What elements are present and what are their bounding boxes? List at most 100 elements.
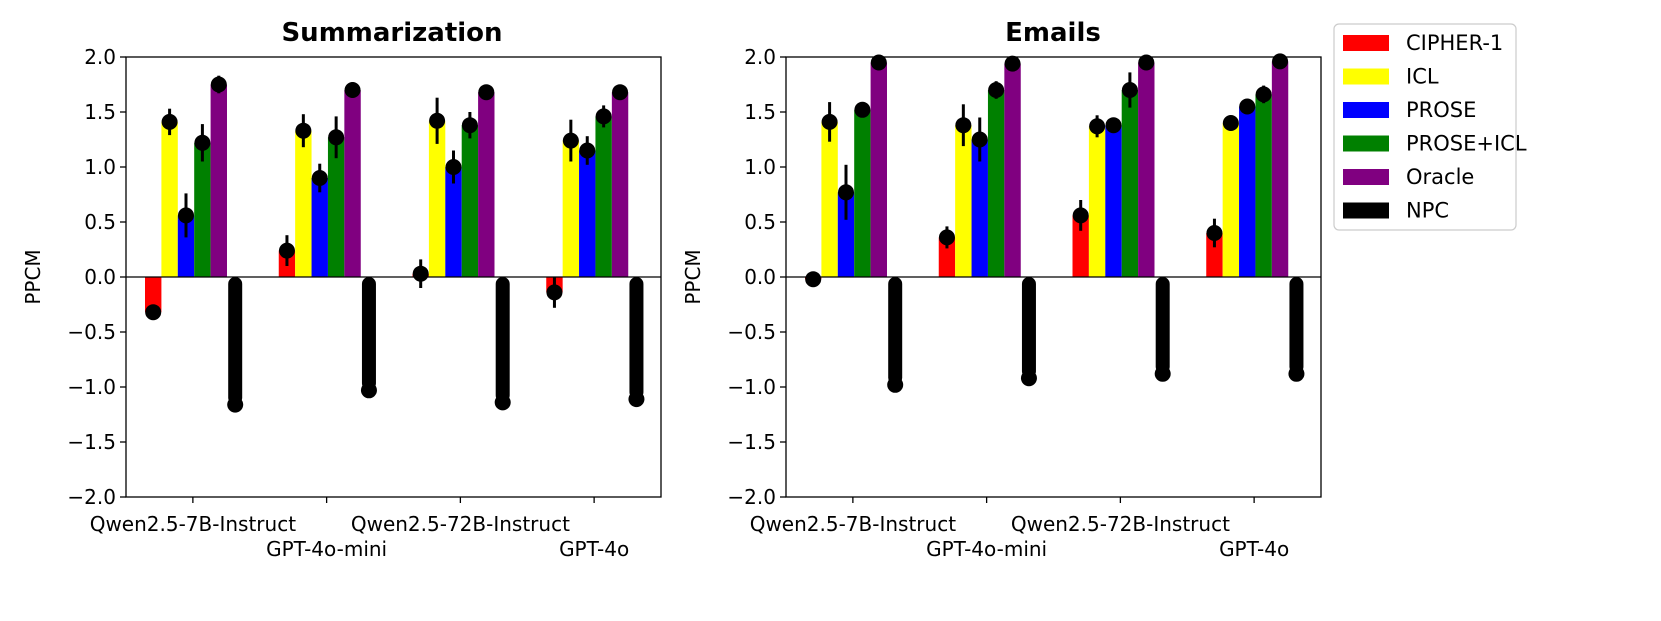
y-axis-label: PPCM: [681, 249, 705, 304]
bar-icl: [161, 121, 178, 278]
x-tick-label: GPT-4o-mini: [926, 537, 1047, 561]
mean-marker: [955, 117, 972, 134]
mean-marker: [579, 142, 596, 159]
y-tick-label: 1.0: [744, 155, 776, 179]
x-tick-label: GPT-4o-mini: [266, 537, 387, 561]
mean-marker: [562, 132, 579, 149]
mean-marker: [1138, 54, 1155, 71]
bar-cipher-1: [938, 237, 956, 277]
y-tick-label: 1.5: [744, 100, 776, 124]
summarization-plot: Summarization PPCM 2.0 1.5 1.0 0.5 0.0 −0.5 −1.0…: [21, 18, 662, 561]
mean-marker: [805, 271, 822, 288]
bar-icl: [955, 125, 972, 277]
legend-label: PROSE+ICL: [1406, 132, 1527, 156]
bar-prose-icl: [327, 137, 345, 277]
legend-label: ICL: [1406, 65, 1439, 89]
bar-npc: [888, 277, 903, 385]
bar-npc: [1155, 277, 1170, 374]
x-tick-label: Qwen2.5-7B-Instruct: [90, 512, 296, 536]
bar-oracle: [870, 62, 887, 277]
x-tick-label: GPT-4o: [1219, 537, 1289, 561]
legend-swatch-npc: [1343, 202, 1389, 219]
y-tick-label: −1.0: [67, 375, 116, 399]
mean-marker: [1105, 117, 1122, 134]
bar-cipher-1: [1206, 233, 1223, 277]
mean-marker: [1121, 82, 1138, 98]
bar-prose: [1239, 106, 1256, 277]
bar-oracle: [611, 92, 629, 277]
mean-marker: [821, 113, 838, 130]
bar-prose-icl: [1255, 94, 1272, 278]
mean-marker: [429, 112, 446, 129]
mean-marker: [838, 184, 854, 201]
legend-label: PROSE: [1406, 98, 1476, 122]
bar-prose-icl: [461, 125, 479, 277]
y-tick-label: 0.0: [84, 265, 116, 289]
bar-prose-icl: [595, 116, 612, 278]
bar-oracle: [1138, 62, 1155, 277]
legend-swatch-cipher-1: [1343, 35, 1389, 51]
mean-marker: [938, 229, 955, 246]
bar-cipher-1: [145, 277, 162, 313]
mean-marker: [360, 382, 377, 399]
legend-swatch-prose-icl: [1343, 135, 1389, 152]
mean-marker: [1020, 370, 1037, 387]
bar-npc: [361, 277, 376, 391]
plot-frame: [785, 56, 1322, 498]
bar-oracle: [478, 92, 495, 277]
bar-npc: [629, 277, 644, 400]
x-tick-label: Qwen2.5-72B-Instruct: [351, 512, 570, 536]
bar-icl: [1088, 126, 1106, 277]
x-tick-label: GPT-4o: [559, 537, 629, 561]
y-tick-label: −0.5: [67, 320, 116, 344]
bar-npc: [1021, 277, 1036, 379]
bar-icl: [562, 140, 580, 277]
bar-prose: [837, 192, 855, 277]
mean-marker: [612, 84, 629, 101]
bar-icl: [428, 120, 446, 277]
mean-marker: [344, 82, 361, 98]
mean-marker: [595, 108, 612, 125]
mean-marker: [210, 76, 227, 93]
bar-npc: [1289, 277, 1304, 374]
legend: CIPHER-1 ICL PROSE PROSE+ICL Oracle NPC: [1333, 23, 1527, 231]
plot-title: Summarization: [281, 18, 502, 48]
legend-swatch-prose: [1343, 102, 1389, 118]
bar-prose-icl: [1121, 90, 1139, 277]
y-tick-label: 1.0: [84, 155, 116, 179]
mean-marker: [278, 242, 295, 259]
mean-marker: [445, 159, 462, 175]
bar-icl: [295, 130, 312, 277]
bar-oracle: [1004, 63, 1021, 277]
legend-swatch-oracle: [1343, 169, 1389, 185]
bar-prose-icl: [987, 90, 1005, 277]
mean-marker: [161, 113, 178, 130]
mean-marker: [178, 207, 194, 224]
mean-marker: [1222, 115, 1239, 131]
bar-prose: [1105, 125, 1122, 277]
y-tick-label: −0.5: [727, 320, 776, 344]
legend-label: Oracle: [1406, 165, 1474, 189]
mean-marker: [328, 129, 345, 146]
x-tick-label: Qwen2.5-72B-Instruct: [1011, 512, 1230, 536]
mean-marker: [887, 376, 904, 393]
mean-marker: [971, 131, 988, 148]
mean-marker: [1239, 98, 1256, 115]
y-tick-label: −1.5: [727, 430, 776, 454]
mean-marker: [628, 391, 645, 408]
bar-npc: [228, 277, 243, 405]
bar-prose: [579, 150, 596, 277]
bar-oracle: [210, 84, 227, 277]
y-tick-label: −1.0: [727, 375, 776, 399]
bar-oracle: [1271, 61, 1289, 278]
y-tick-label: −1.5: [67, 430, 116, 454]
mean-marker: [1072, 207, 1089, 224]
x-tick-label: Qwen2.5-7B-Instruct: [750, 512, 956, 536]
legend-label: CIPHER-1: [1406, 31, 1503, 55]
y-tick-label: 2.0: [744, 45, 776, 69]
y-axis-label: PPCM: [21, 249, 45, 304]
bar-prose: [445, 167, 462, 277]
mean-marker: [1272, 53, 1289, 70]
mean-marker: [311, 170, 328, 186]
